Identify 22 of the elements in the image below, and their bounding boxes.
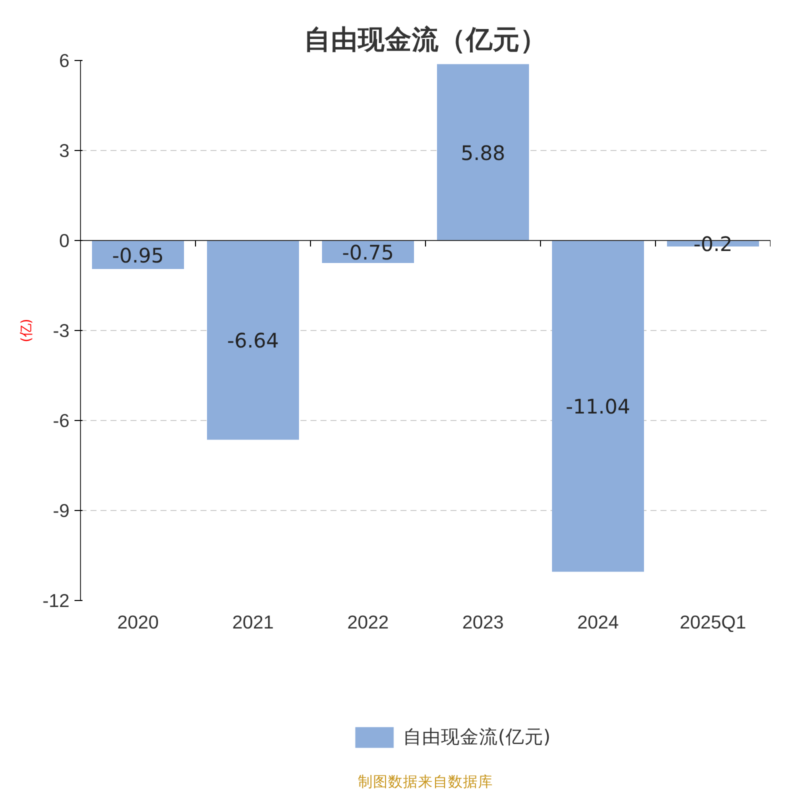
x-tick-label: 2020 xyxy=(117,612,159,632)
chart-title: 自由现金流（亿元） xyxy=(304,24,547,56)
y-tick-label: 3 xyxy=(59,140,70,161)
y-axis-title: (亿) xyxy=(20,318,35,342)
legend-label: 自由现金流(亿元) xyxy=(403,726,551,750)
y-tick-label: 0 xyxy=(59,230,70,251)
y-tick-label: -6 xyxy=(52,410,70,431)
text: 制图数据来自数据库 xyxy=(358,774,493,790)
data-label: 5.88 xyxy=(460,140,506,165)
y-tick-label: 6 xyxy=(59,50,70,71)
x-tick-label: 2023 xyxy=(462,612,504,632)
x-tick-label: 2024 xyxy=(577,612,619,632)
data-label: -0.75 xyxy=(342,240,394,264)
data-label: -11.04 xyxy=(566,394,630,419)
data-label: -0.95 xyxy=(112,243,164,268)
x-tick-label: 2021 xyxy=(232,612,274,632)
y-tick-label: -3 xyxy=(52,320,70,341)
y-tick-label: -12 xyxy=(42,590,70,611)
x-tick-label: 2025Q1 xyxy=(680,612,746,632)
data-label: -6.64 xyxy=(227,328,279,353)
y-tick-label: -9 xyxy=(52,500,70,521)
x-tick-label: 2022 xyxy=(347,612,389,632)
